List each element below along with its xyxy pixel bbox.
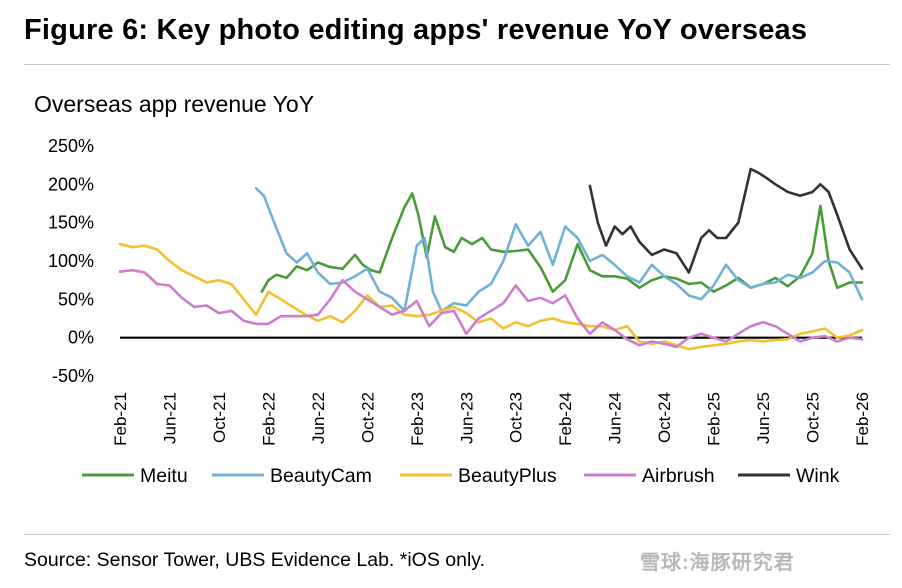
y-tick-label: 150% bbox=[48, 213, 94, 233]
series-lines bbox=[118, 167, 864, 351]
x-tick-label: Oct-24 bbox=[655, 392, 674, 443]
x-tick-label: Jun-24 bbox=[606, 392, 625, 444]
legend-label-beautycam: BeautyCam bbox=[270, 465, 372, 487]
bottom-divider bbox=[24, 534, 890, 535]
y-tick-label: 100% bbox=[48, 251, 94, 271]
top-divider bbox=[24, 64, 890, 65]
series-line-beautycam bbox=[254, 186, 864, 313]
x-tick-label: Jun-23 bbox=[457, 392, 476, 444]
x-tick-label: Oct-25 bbox=[804, 392, 823, 443]
chart-title: Overseas app revenue YoY bbox=[34, 91, 315, 117]
y-tick-label: 250% bbox=[48, 136, 94, 156]
legend: Meitu BeautyCam BeautyPlus Airbrush Wink bbox=[82, 465, 840, 487]
legend-label-beautyplus: BeautyPlus bbox=[458, 465, 557, 487]
y-axis-ticks: -50% 0% 50% 100% 150% 200% 250% bbox=[48, 136, 94, 386]
x-tick-label: Feb-22 bbox=[259, 392, 278, 446]
x-tick-label: Jun-21 bbox=[160, 392, 179, 444]
watermark: 雪球:海豚研究君 bbox=[640, 552, 795, 574]
legend-label-airbrush: Airbrush bbox=[642, 465, 715, 487]
x-tick-label: Feb-26 bbox=[853, 392, 872, 446]
line-chart: -50% 0% 50% 100% 150% 200% 250% Feb-21 Jun-21 Oc… bbox=[48, 136, 872, 487]
series-line-beautyplus bbox=[118, 242, 864, 351]
x-tick-label: Oct-23 bbox=[507, 392, 526, 443]
figure-title: Figure 6: Key photo editing apps' revenu… bbox=[24, 14, 808, 46]
y-tick-label: 200% bbox=[48, 174, 94, 194]
source-note: Source: Sensor Tower, UBS Evidence Lab. … bbox=[24, 549, 486, 571]
x-tick-label: Jun-22 bbox=[309, 392, 328, 444]
x-tick-label: Feb-23 bbox=[408, 392, 427, 446]
series-line-wink bbox=[588, 167, 864, 274]
x-tick-label: Jun-25 bbox=[754, 392, 773, 444]
x-tick-label: Feb-21 bbox=[111, 392, 130, 446]
x-tick-label: Oct-22 bbox=[358, 392, 377, 443]
y-tick-label: -50% bbox=[52, 366, 94, 386]
legend-label-wink: Wink bbox=[796, 465, 840, 487]
x-tick-label: Feb-24 bbox=[556, 392, 575, 446]
y-tick-label: 50% bbox=[58, 289, 94, 309]
x-tick-label: Oct-21 bbox=[210, 392, 229, 443]
legend-label-meitu: Meitu bbox=[140, 465, 188, 487]
x-tick-label: Feb-25 bbox=[705, 392, 724, 446]
x-axis-ticks: Feb-21 Jun-21 Oct-21 Feb-22 Jun-22 Oct-22 Feb-… bbox=[111, 392, 872, 446]
series-line-airbrush bbox=[118, 268, 864, 349]
y-tick-label: 0% bbox=[68, 328, 94, 348]
